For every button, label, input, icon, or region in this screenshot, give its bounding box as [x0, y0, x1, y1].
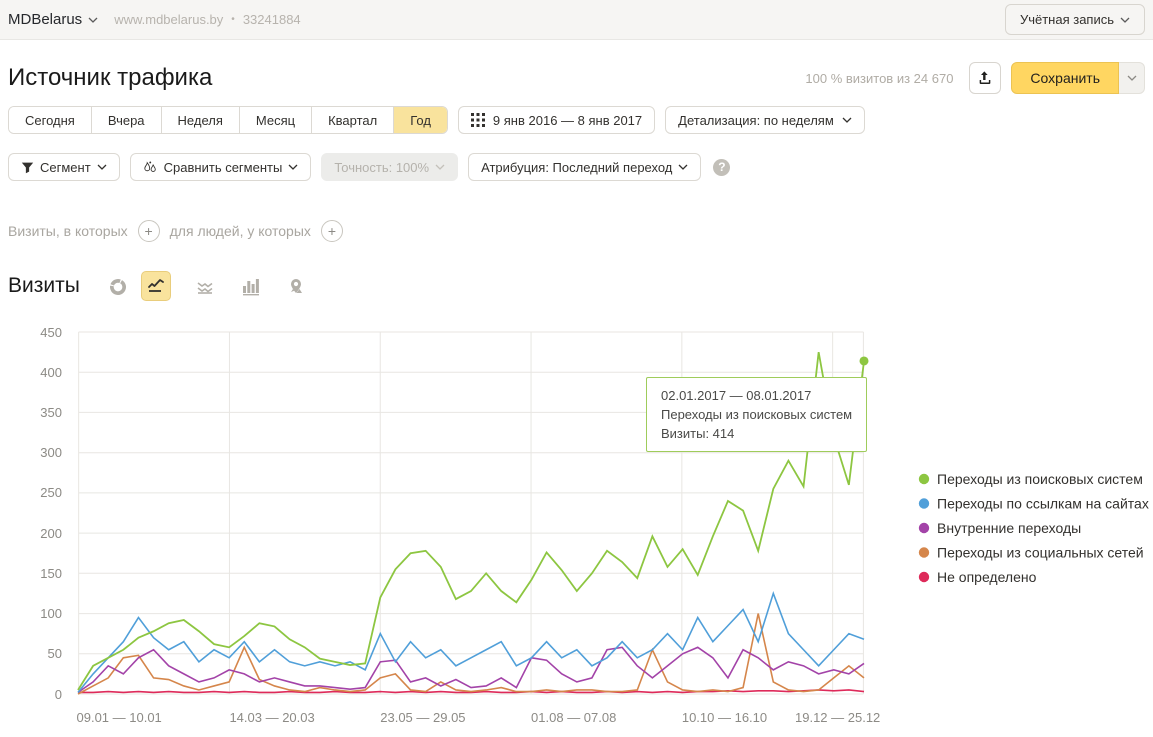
svg-text:Переходы из социальных сетей: Переходы из социальных сетей [937, 545, 1144, 561]
svg-text:350: 350 [40, 405, 62, 420]
svg-text:0: 0 [55, 687, 62, 702]
svg-text:300: 300 [40, 445, 62, 460]
svg-text:23.05 — 29.05: 23.05 — 29.05 [380, 710, 465, 725]
svg-text:450: 450 [40, 325, 62, 340]
svg-text:19.12 — 25.12: 19.12 — 25.12 [795, 710, 880, 725]
svg-text:150: 150 [40, 566, 62, 581]
svg-text:09.01 — 10.01: 09.01 — 10.01 [77, 710, 162, 725]
svg-text:250: 250 [40, 485, 62, 500]
svg-text:400: 400 [40, 365, 62, 380]
svg-text:10.10 — 16.10: 10.10 — 16.10 [682, 710, 767, 725]
svg-text:Переходы из поисковых систем: Переходы из поисковых систем [937, 471, 1143, 487]
svg-text:14.03 — 20.03: 14.03 — 20.03 [229, 710, 314, 725]
svg-text:200: 200 [40, 526, 62, 541]
svg-text:Внутренние переходы: Внутренние переходы [937, 520, 1081, 536]
svg-text:100: 100 [40, 606, 62, 621]
svg-text:Переходы по ссылкам на сайтах: Переходы по ссылкам на сайтах [937, 496, 1149, 512]
svg-text:01.08 — 07.08: 01.08 — 07.08 [531, 710, 616, 725]
svg-text:Не определено: Не определено [937, 569, 1037, 585]
svg-text:50: 50 [48, 646, 62, 661]
